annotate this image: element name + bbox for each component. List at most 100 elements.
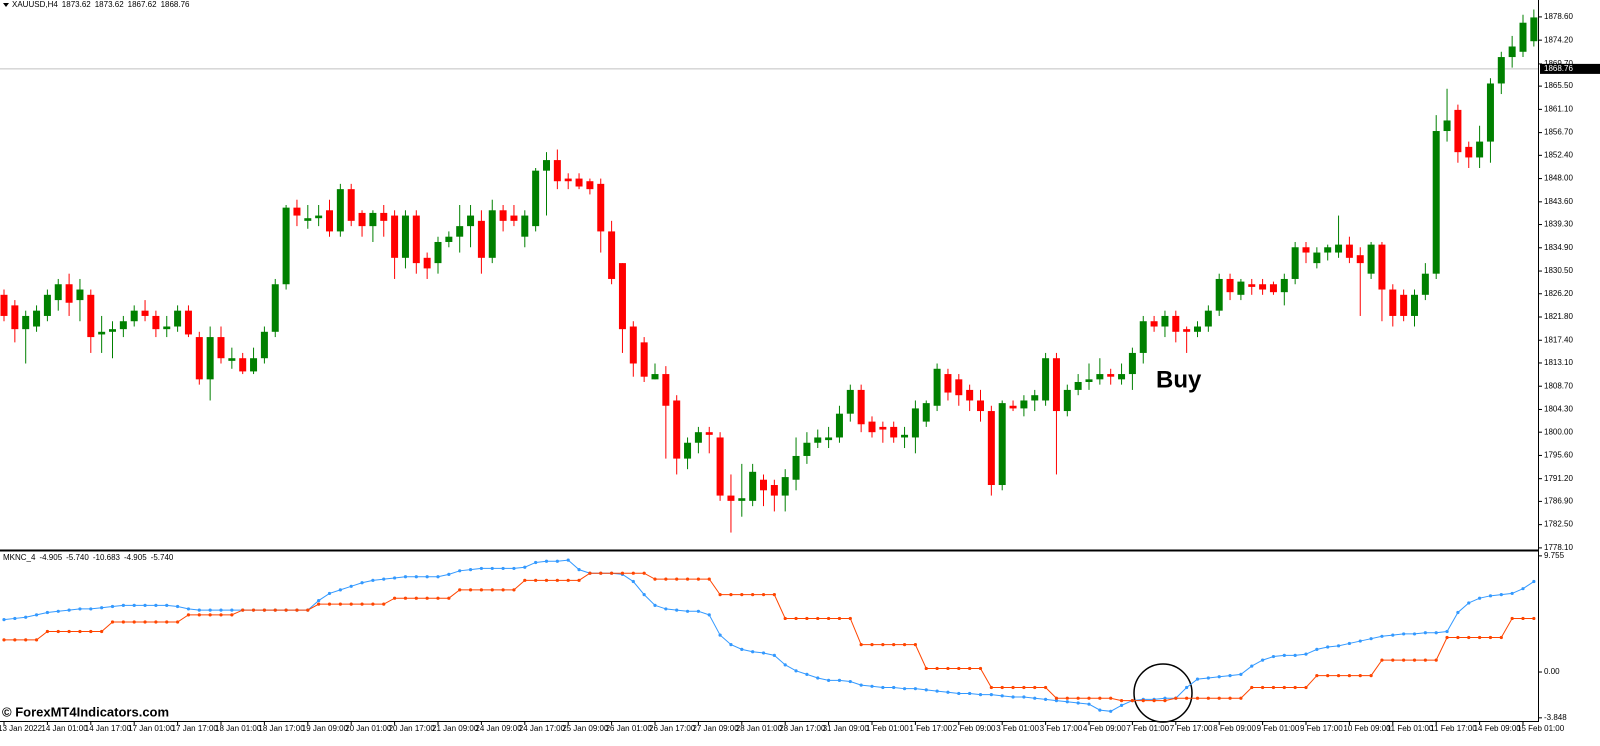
indicator-dot [1250,685,1254,690]
y-tick-label: 1848.00 [1544,174,1573,183]
candle-body [228,358,236,361]
indicator-dot [100,606,104,610]
indicator-dot [230,608,234,612]
indicator-dot [1293,653,1297,657]
indicator-header: MKNC_4 -4.905 -5.740 -10.683 -4.905 -5.740 [3,553,174,562]
indicator-dot [1488,635,1493,640]
indicator-dot [1087,702,1091,706]
indicator-dot [186,607,191,611]
candle-body [195,337,203,380]
candle-body [629,326,637,364]
candle-body [1052,358,1060,412]
price-label-box [1540,63,1600,74]
indicator-dot [968,691,972,696]
candle-body [586,181,594,190]
indicator-dot [729,643,733,647]
candle-body [22,315,30,330]
candle-body [499,210,507,221]
candle-body [1356,255,1364,264]
candle-body [1335,244,1343,253]
candle-body [1486,83,1494,142]
indicator-dot [143,620,147,624]
indicator-dot [968,666,972,671]
indicator-dot [1315,647,1319,651]
indicator-dot [1445,635,1449,640]
candle-body [1302,247,1310,253]
indicator-dot [707,613,711,617]
indicator-dot [176,604,180,609]
x-tick-label: 27 Jan 09:00 [692,724,739,733]
indicator-dot [1076,696,1080,700]
x-tick-label: 19 Jan 09:00 [302,724,349,733]
indicator-dot [1109,696,1113,700]
indicator-dot [1478,635,1482,640]
candle-body [477,220,485,258]
candle-body [1443,120,1451,132]
candle-body [1367,244,1375,274]
indicator-dot [1423,631,1427,635]
indicator-dot [371,578,375,582]
indicator-dot [1369,673,1373,678]
indicator-dot [284,608,288,612]
candle-body [1118,374,1126,380]
indicator-dot [870,643,874,647]
indicator-dot [1185,685,1189,690]
indicator-dot [1054,698,1059,703]
indicator-dot [1141,698,1145,703]
header-value: -10.683 [93,553,121,562]
indicator-dot [110,604,115,609]
indicator-dot [56,629,60,634]
indicator-dot [1304,685,1308,690]
candle-body [944,374,952,393]
indicator-dot [946,666,950,671]
candle-body [76,289,84,301]
indicator-dot [165,620,169,624]
indicator-dot [1347,641,1351,646]
candle-body [380,212,388,221]
header-value: 1873.62 [95,0,124,9]
indicator-dot [1119,698,1124,703]
candle-body [966,389,974,401]
y-tick-label: 1856.70 [1544,128,1573,137]
indicator-dot [89,629,93,634]
indicator-dot [165,603,169,607]
indicator-dot [1412,632,1417,636]
indicator-dot [794,616,798,621]
candle-body [1194,326,1201,332]
indicator-dot [881,643,885,647]
y-tick-label: 1874.20 [1544,35,1573,44]
header-value: 1867.62 [128,0,157,9]
indicator-dot [881,685,885,690]
candle-body [716,437,724,496]
candle-body [1074,381,1082,390]
chart-header: XAUUSD,H4 1873.62 1873.62 1867.62 1868.76 [12,0,190,9]
candle-body [109,329,116,332]
indicator-dot [1521,616,1525,621]
indicator-dot [403,596,408,600]
indicator-dot [653,603,657,607]
candle-body [987,411,995,486]
candle-body [1411,294,1418,316]
candle-body [1280,278,1288,293]
indicator-dot [740,593,744,597]
indicator-dot [989,693,993,697]
candle-body [391,215,399,258]
indicator-dot [913,643,918,647]
candle-body [1248,284,1256,287]
indicator-dot [544,559,549,563]
candle-body [239,358,247,372]
x-tick-label: 3 Feb 17:00 [1040,724,1083,733]
x-tick-label: 28 Jan 01:00 [736,724,783,733]
indicator-dot [902,687,907,691]
indicator-dot [1456,610,1460,615]
indicator-dot [1456,635,1460,640]
indicator-dot [1044,697,1048,702]
x-tick-label: 24 Jan 09:00 [475,724,522,733]
indicator-dot [1163,696,1167,700]
candle-body [1508,46,1516,58]
indicator-dot [436,575,440,579]
indicator-dot [132,603,136,607]
candle-body [1345,244,1353,258]
indicator-dot [523,565,527,569]
